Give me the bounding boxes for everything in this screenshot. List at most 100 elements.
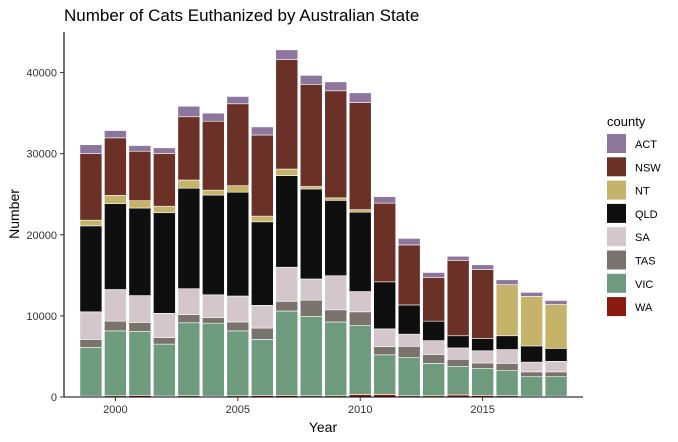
bar-tas-2014 [446,358,470,367]
chart-title: Number of Cats Euthanized by Australian … [64,6,419,25]
bar-nsw-2012 [397,244,421,306]
bar-nt-2004 [202,189,225,196]
bar-tas-2006 [250,327,274,340]
bar-qld-2003 [177,187,201,290]
y-tick-label: 0 [51,392,57,404]
x-tick-label: 2015 [470,404,494,416]
bar-tas-2009 [324,309,348,323]
legend-key-sa [607,227,626,247]
bar-vic-2009 [324,321,348,397]
bar-nsw-2002 [153,153,176,207]
bar-act-2016 [495,279,519,285]
bar-nsw-2009 [324,90,348,199]
legend-key-nt [607,180,626,200]
bar-sa-2013 [422,340,445,355]
bar-sa-1999 [79,311,103,340]
bar-act-2018 [544,300,568,305]
bar-vic-2017 [520,376,543,397]
legend: county ACT NSW NT QLD SA TAS VIC WA [607,114,661,317]
bar-sa-2003 [177,288,201,315]
y-tick-label: 40000 [26,68,57,80]
bar-qld-2006 [250,221,274,306]
bar-sa-2011 [373,328,397,348]
bar-sa-2004 [202,294,225,318]
x-tick-label: 2005 [226,404,250,416]
legend-key-nsw [607,157,626,177]
bar-vic-1999 [79,347,103,397]
bar-vic-2010 [348,325,372,395]
bar-qld-2011 [373,281,397,330]
bar-nt-2010 [348,209,372,213]
bar-nsw-2008 [299,84,323,187]
bar-qld-2002 [153,212,176,314]
bar-tas-2002 [153,337,176,345]
bar-vic-2004 [202,322,225,397]
bar-act-2007 [275,49,299,60]
bar-tas-2011 [373,346,397,356]
bar-act-2010 [348,92,372,103]
bar-tas-2018 [544,371,568,378]
bar-vic-2005 [226,330,250,397]
legend-label-nsw: NSW [635,162,661,174]
bar-act-2008 [299,75,323,85]
y-tick-label: 30000 [26,149,57,161]
legend-key-act [607,134,626,153]
bar-act-2002 [153,147,176,154]
bar-qld-2018 [544,348,568,362]
bar-tas-2013 [422,354,445,364]
bar-act-2012 [397,238,421,246]
bar-sa-2017 [520,361,543,373]
bar-vic-2011 [373,354,397,395]
x-tick-label: 2000 [103,404,127,416]
bar-act-2011 [373,196,397,204]
bar-vic-2014 [446,366,470,396]
y-axis: 0 10000 20000 30000 40000 [26,32,65,404]
bar-qld-2000 [104,203,127,290]
bar-nt-2006 [250,215,274,223]
bar-sa-2005 [226,295,250,323]
bar-vic-2016 [495,370,519,397]
bar-qld-2005 [226,191,250,297]
bar-tas-2001 [128,322,152,332]
bar-sa-2016 [495,349,519,364]
bar-qld-2015 [471,338,494,352]
bar-sa-2007 [275,266,299,302]
bar-nsw-2001 [128,150,152,202]
bar-sa-2018 [544,361,568,373]
bar-sa-2000 [104,289,127,322]
bar-nsw-2003 [177,116,201,181]
bar-nsw-1999 [79,153,103,221]
legend-label-nt: NT [635,186,650,198]
bar-nt-2009 [324,197,348,201]
bar-tas-2008 [299,299,323,317]
y-axis-title: Number [6,189,22,239]
bar-qld-2013 [422,320,445,341]
bar-vic-2013 [422,363,445,397]
bar-qld-2010 [348,211,372,292]
bar-sa-2014 [446,347,470,360]
bar-vic-2003 [177,322,201,397]
bar-tas-2010 [348,311,372,326]
bar-tas-1999 [79,339,103,348]
bar-nt-2008 [299,186,323,190]
bar-act-2017 [520,292,543,297]
bar-nsw-2000 [104,137,127,196]
bar-act-2009 [324,81,348,92]
bar-qld-2008 [299,188,323,280]
bar-vic-2002 [153,343,176,397]
bar-sa-2001 [128,295,152,323]
bar-sa-2006 [250,305,274,329]
bar-nt-1999 [79,219,103,227]
bar-vic-2015 [471,368,494,396]
bar-act-2004 [202,112,225,122]
bar-qld-2007 [275,175,299,268]
bar-act-2006 [250,126,274,136]
x-axis: 2000 2005 2010 2015 [64,396,583,416]
bar-tas-2012 [397,346,421,358]
bar-nt-2005 [226,185,250,193]
y-tick-label: 10000 [26,311,57,323]
x-tick-label: 2010 [348,404,372,416]
bar-qld-2004 [202,194,225,296]
bar-tas-2003 [177,314,201,324]
